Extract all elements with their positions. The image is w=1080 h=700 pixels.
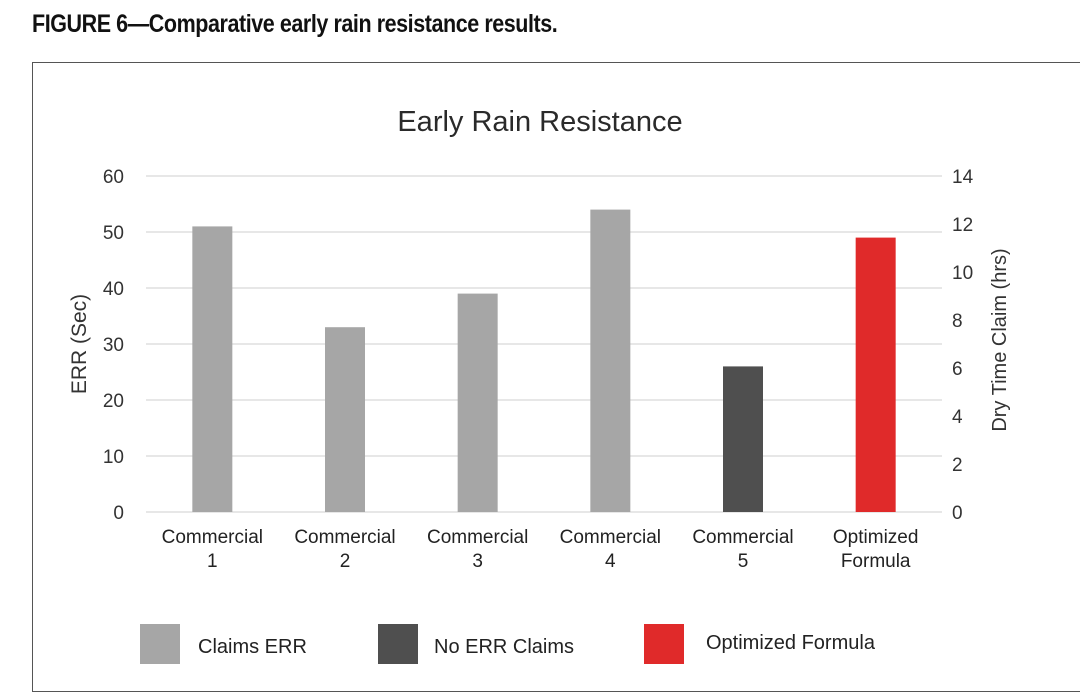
legend-label-claims-err: Claims ERR bbox=[198, 636, 307, 658]
legend-swatch-claims-err bbox=[140, 624, 180, 664]
y-tick-label: 60 bbox=[103, 167, 124, 188]
figure-caption: FIGURE 6—Comparative early rain resistan… bbox=[32, 10, 558, 38]
x-tick-label: Optimized bbox=[833, 527, 919, 548]
y-axis-label: ERR (Sec) bbox=[68, 294, 91, 394]
legend-swatch-optimized-formula bbox=[644, 624, 684, 664]
y2-tick-label: 14 bbox=[952, 167, 974, 188]
y-tick-label: 0 bbox=[113, 503, 124, 524]
x-tick-label: Formula bbox=[841, 551, 911, 572]
x-tick-label: Commercial bbox=[427, 527, 528, 548]
y2-tick-label: 2 bbox=[952, 455, 963, 476]
x-tick-label: Commercial bbox=[162, 527, 263, 548]
y2-tick-label: 10 bbox=[952, 263, 973, 284]
y2-tick-label: 4 bbox=[952, 407, 963, 428]
y-tick-label: 20 bbox=[103, 391, 124, 412]
legend-swatch-no-err-claims bbox=[378, 624, 418, 664]
chart-title: Early Rain Resistance bbox=[397, 106, 683, 138]
x-tick-label: 5 bbox=[738, 551, 749, 572]
bar bbox=[457, 293, 498, 512]
bar bbox=[855, 237, 896, 512]
y2-tick-label: 0 bbox=[952, 503, 963, 524]
y-tick-label: 40 bbox=[103, 279, 124, 300]
legend-label-optimized-formula: Optimized Formula bbox=[706, 632, 875, 654]
bar bbox=[590, 209, 631, 512]
y-tick-label: 10 bbox=[103, 447, 124, 468]
y-tick-label: 30 bbox=[103, 335, 124, 356]
y2-tick-label: 6 bbox=[952, 359, 963, 380]
x-tick-label: 3 bbox=[472, 551, 483, 572]
y2-tick-label: 12 bbox=[952, 215, 973, 236]
bar bbox=[723, 366, 763, 512]
bar bbox=[325, 327, 365, 512]
y-tick-label: 50 bbox=[103, 223, 124, 244]
legend-label-no-err-claims: No ERR Claims bbox=[434, 636, 575, 658]
x-tick-label: Commercial bbox=[692, 527, 793, 548]
bar bbox=[192, 226, 233, 512]
x-tick-label: Commercial bbox=[560, 527, 661, 548]
chart-frame bbox=[32, 62, 1080, 692]
x-tick-label: 4 bbox=[605, 551, 616, 572]
x-tick-label: 2 bbox=[340, 551, 351, 572]
x-tick-label: 1 bbox=[207, 551, 218, 572]
y2-axis-label: Dry Time Claim (hrs) bbox=[989, 248, 1011, 431]
y2-tick-label: 8 bbox=[952, 311, 963, 332]
x-tick-label: Commercial bbox=[294, 527, 395, 548]
